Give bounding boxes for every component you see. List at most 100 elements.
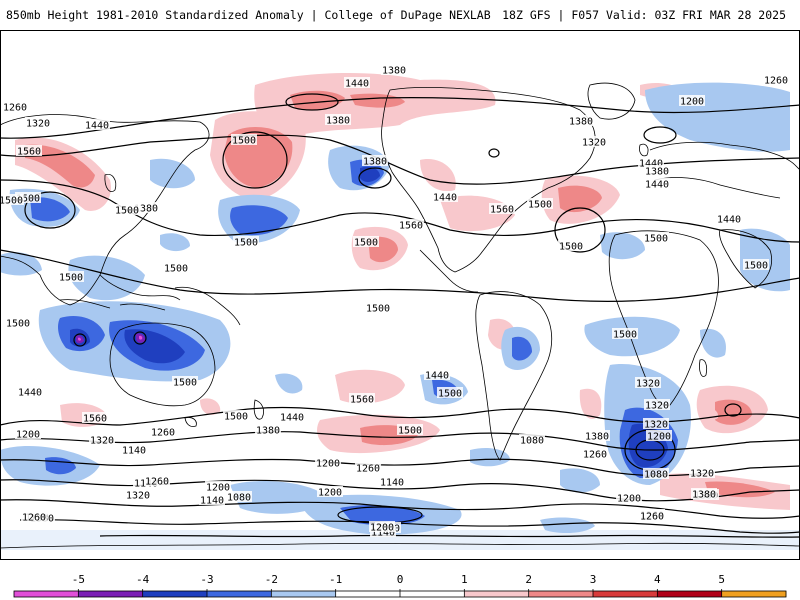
contour-label: 1500 <box>0 194 24 207</box>
contour-label: 1320 <box>635 377 661 390</box>
contour-label: 1560 <box>349 393 375 406</box>
svg-text:1380: 1380 <box>645 167 669 178</box>
contour-label: 1500 <box>612 328 638 341</box>
svg-text:1320: 1320 <box>582 138 606 149</box>
color-scale: -5 -4 -3 -2 -1 0 1 2 3 4 5 <box>13 573 787 598</box>
svg-text:1500: 1500 <box>613 330 637 341</box>
contour-label: 1380 <box>584 430 610 443</box>
svg-text:1320: 1320 <box>90 436 114 447</box>
contour-label: 1560 <box>398 219 424 232</box>
svg-text:1560: 1560 <box>17 147 41 158</box>
color-scale-bar <box>13 590 787 598</box>
color-scale-ticks: -5 -4 -3 -2 -1 0 1 2 3 4 5 <box>72 573 725 597</box>
contour-label: 1500 <box>15 192 41 205</box>
contour-label: 1320 <box>89 434 115 447</box>
svg-text:1320: 1320 <box>126 491 150 502</box>
svg-text:1440: 1440 <box>639 159 663 170</box>
contour-label: 1440 <box>344 77 370 90</box>
contour-label: 1500 <box>114 204 140 217</box>
svg-text:1200: 1200 <box>318 488 342 499</box>
svg-text:1260: 1260 <box>356 464 380 475</box>
svg-text:1440: 1440 <box>425 371 449 382</box>
contour-label: 1500 <box>231 134 257 147</box>
scale-tick-label: 5 <box>718 573 725 586</box>
svg-text:1560: 1560 <box>83 414 107 425</box>
svg-text:1260: 1260 <box>151 428 175 439</box>
svg-text:1140: 1140 <box>200 496 224 507</box>
svg-text:1080: 1080 <box>644 470 668 481</box>
scale-tick-label: -3 <box>200 573 213 586</box>
svg-text:1380: 1380 <box>585 432 609 443</box>
svg-text:1500: 1500 <box>234 238 258 249</box>
svg-text:1440: 1440 <box>433 193 457 204</box>
scale-tick-label: 4 <box>654 573 661 586</box>
contour-label: 1200 <box>317 486 343 499</box>
svg-text:1200: 1200 <box>680 97 704 108</box>
contour-label: 1500 <box>643 232 669 245</box>
svg-text:1500: 1500 <box>16 194 40 205</box>
contour-label: 1440 <box>432 191 458 204</box>
contour-label: 1380 <box>644 165 670 178</box>
svg-text:1260: 1260 <box>583 450 607 461</box>
svg-text:1560: 1560 <box>490 205 514 216</box>
contour-label: 1320 <box>643 418 669 431</box>
svg-text:1200: 1200 <box>16 430 40 441</box>
contour-label: 1440 <box>644 178 670 191</box>
svg-text:1260: 1260 <box>22 513 46 524</box>
contour-label: 1380 <box>691 488 717 501</box>
contour-label: 1260 <box>639 510 665 523</box>
contour-label: 1380 <box>133 202 159 215</box>
svg-text:1500: 1500 <box>744 261 768 272</box>
svg-text:1380: 1380 <box>692 490 716 501</box>
contour-label: 1080 <box>226 491 252 504</box>
svg-text:1500: 1500 <box>0 196 23 207</box>
svg-text:1380: 1380 <box>134 204 158 215</box>
contour-label: 1320 <box>689 467 715 480</box>
contour-label: 1320 <box>581 136 607 149</box>
svg-text:1260: 1260 <box>145 477 169 488</box>
scale-tick-label: 2 <box>525 573 532 586</box>
coastlines <box>0 82 800 549</box>
svg-text:1320: 1320 <box>26 119 50 130</box>
scale-tick-label: -4 <box>136 573 150 586</box>
svg-text:1440: 1440 <box>345 79 369 90</box>
contour-label: 1260 <box>355 462 381 475</box>
svg-text:1500: 1500 <box>164 264 188 275</box>
scale-tick-label: 3 <box>590 573 597 586</box>
map-title: 850mb Height 1981-2010 Standardized Anom… <box>6 8 491 22</box>
svg-text:1080: 1080 <box>227 493 251 504</box>
scale-tick-label: -1 <box>329 573 342 586</box>
contour-label: 1260 <box>21 511 47 524</box>
contour-label: 1500 <box>58 271 84 284</box>
svg-text:1380: 1380 <box>326 116 350 127</box>
svg-text:1560: 1560 <box>350 395 374 406</box>
svg-text:1200: 1200 <box>647 432 671 443</box>
svg-text:1500: 1500 <box>224 412 248 423</box>
contour-label: 1440 <box>84 119 110 132</box>
model-run-info: 18Z GFS | F057 Valid: 03Z FRI MAR 28 202… <box>502 8 786 22</box>
contour-label: 1440 <box>17 386 43 399</box>
svg-text:1500: 1500 <box>438 389 462 400</box>
contour-label: 1260 <box>763 74 789 87</box>
svg-text:1500: 1500 <box>559 242 583 253</box>
svg-text:1320: 1320 <box>644 420 668 431</box>
svg-text:1200: 1200 <box>617 494 641 505</box>
svg-text:1380: 1380 <box>363 157 387 168</box>
svg-text:1260: 1260 <box>764 76 788 87</box>
svg-text:1380: 1380 <box>569 117 593 128</box>
contour-label: 1500 <box>223 410 249 423</box>
contour-label: 1320 <box>125 489 151 502</box>
svg-text:1260: 1260 <box>640 512 664 523</box>
svg-text:1380: 1380 <box>256 426 280 437</box>
contour-label: 1200 <box>205 481 231 494</box>
contour-label: 1320 <box>644 399 670 412</box>
svg-text:1140: 1140 <box>371 528 395 539</box>
svg-text:1440: 1440 <box>717 215 741 226</box>
scale-swatch <box>400 591 465 597</box>
contour-label: 1380 <box>255 424 281 437</box>
svg-text:1500: 1500 <box>115 206 139 217</box>
svg-text:1440: 1440 <box>280 413 304 424</box>
contour-label: 1560 <box>82 412 108 425</box>
contour-label: 1500 <box>353 236 379 249</box>
